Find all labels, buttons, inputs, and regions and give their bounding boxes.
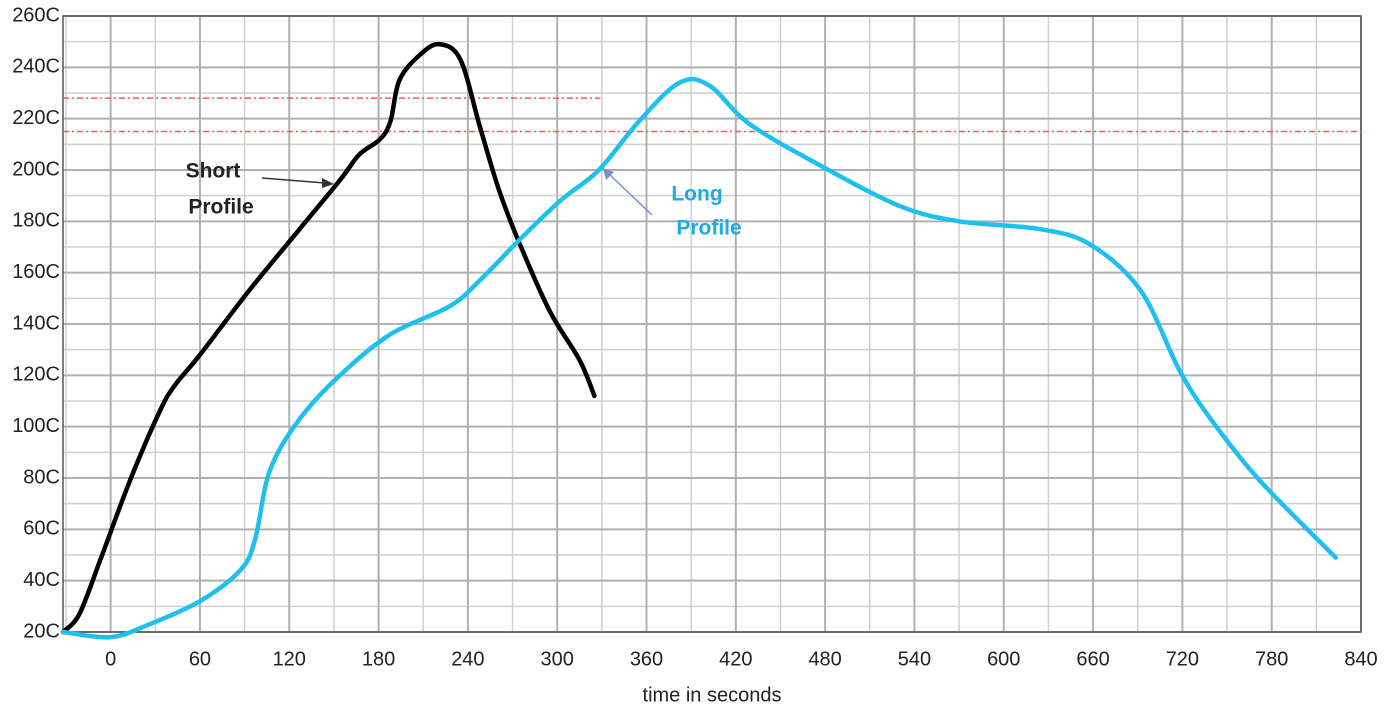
annotation-text: Short xyxy=(186,160,241,183)
annotation-text: Profile xyxy=(676,217,741,240)
y-tick-label: 240C xyxy=(12,56,60,78)
y-tick-label: 140C xyxy=(12,312,60,334)
x-tick-label: 360 xyxy=(630,648,663,670)
y-tick-label: 40C xyxy=(23,569,60,591)
y-tick-label: 120C xyxy=(12,364,60,386)
annotation-text: Profile xyxy=(188,196,253,219)
y-tick-label: 180C xyxy=(12,210,60,232)
y-tick-label: 80C xyxy=(23,466,60,488)
annotation-text: Long xyxy=(671,183,722,206)
x-tick-label: 180 xyxy=(362,648,395,670)
y-tick-label: 160C xyxy=(12,261,60,283)
x-tick-label: 780 xyxy=(1255,648,1288,670)
arrow-head xyxy=(322,178,334,188)
series-line xyxy=(60,76,1338,640)
x-tick-label: 840 xyxy=(1344,648,1377,670)
y-tick-label: 100C xyxy=(12,415,60,437)
x-tick-label: 120 xyxy=(273,648,306,670)
short-annotation: Short Profile xyxy=(186,160,334,219)
y-tick-label: 20C xyxy=(23,620,60,642)
x-tick-label: 540 xyxy=(898,648,931,670)
series-line xyxy=(60,41,597,635)
y-tick-label: 60C xyxy=(23,518,60,540)
arrow-head xyxy=(603,168,614,180)
long-annotation: Long Profile xyxy=(603,168,742,240)
plot-frame xyxy=(62,15,1362,633)
x-axis-label: time in seconds xyxy=(643,684,782,706)
x-tick-label: 420 xyxy=(719,648,752,670)
y-tick-label: 200C xyxy=(12,158,60,180)
grid xyxy=(63,15,1362,633)
x-tick-label: 0 xyxy=(105,648,116,670)
x-tick-label: 600 xyxy=(987,648,1020,670)
annotation-arrow xyxy=(261,177,326,184)
x-tick-label: 60 xyxy=(189,648,211,670)
y-tick-label: 220C xyxy=(12,107,60,129)
x-tick-label: 660 xyxy=(1076,648,1109,670)
x-tick-label: 300 xyxy=(541,648,574,670)
y-tick-label: 260C xyxy=(12,4,60,26)
annotation-arrow xyxy=(608,173,653,216)
x-tick-label: 720 xyxy=(1166,648,1199,670)
x-tick-label: 480 xyxy=(808,648,841,670)
x-tick-label: 240 xyxy=(451,648,484,670)
